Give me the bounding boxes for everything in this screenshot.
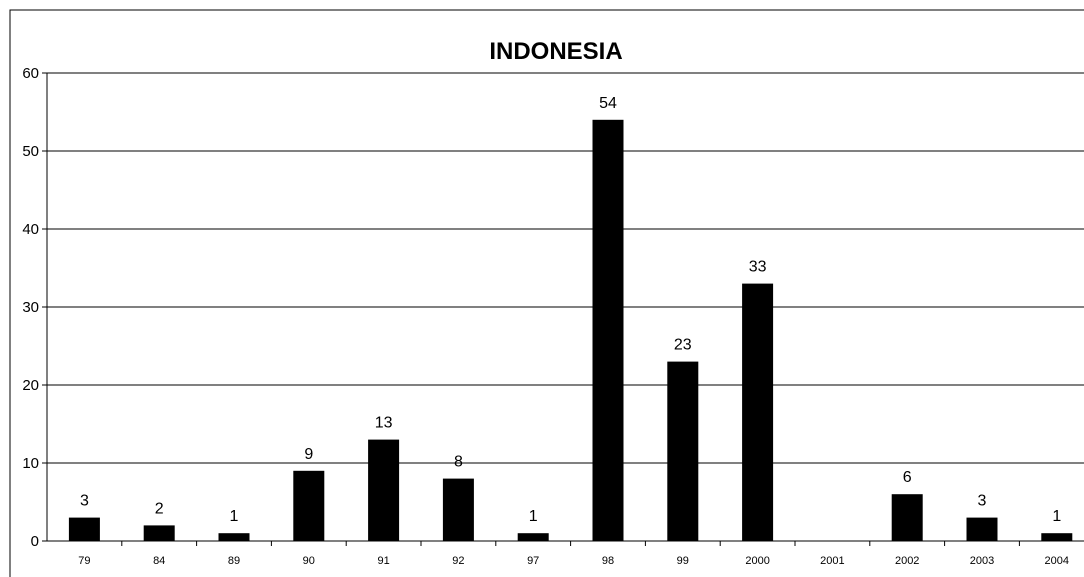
bars [68,119,1073,542]
data-label-90: 9 [304,446,313,463]
data-label-2004: 1 [1052,508,1061,525]
x-tick-label-99: 99 [677,555,689,567]
bar-99 [667,361,699,541]
x-tick-label-90: 90 [303,555,315,567]
y-tick-label: 20 [22,377,39,394]
bar-91 [368,439,400,541]
data-labels: 3 2 1 9 13 8 1 54 23 33 6 3 1 [80,95,1061,525]
bar-89 [218,533,250,541]
x-tick-label-2002: 2002 [895,555,919,567]
y-tick-label: 60 [22,65,39,82]
bar-97 [517,533,549,541]
x-tick-label-97: 97 [527,555,539,567]
x-tick-label-79: 79 [78,555,90,567]
x-tick-label-2004: 2004 [1045,555,1069,567]
x-tick-label-84: 84 [153,555,165,567]
x-tick-label-92: 92 [452,555,464,567]
data-label-92: 8 [454,454,463,471]
bar-90 [293,470,325,541]
bar-2000 [742,283,774,541]
bar-2004 [1041,533,1073,541]
y-tick-label: 40 [22,221,39,238]
data-label-2002: 6 [903,469,912,486]
bar-92 [442,478,474,541]
chart-title: INDONESIA [489,38,622,65]
gridlines [47,72,1084,464]
data-label-97: 1 [529,508,538,525]
x-tick-label-2003: 2003 [970,555,994,567]
bar-84 [143,525,175,541]
bar-79 [68,517,100,541]
data-label-84: 2 [155,500,164,517]
bar-98 [592,119,624,542]
data-label-99: 23 [674,337,692,354]
y-tick-label: 10 [22,455,39,472]
y-tick-label: 0 [31,533,39,550]
data-label-89: 1 [230,508,239,525]
x-tick-label-89: 89 [228,555,240,567]
bar-2003 [966,517,998,541]
x-tick-label-91: 91 [377,555,389,567]
bar-2002 [891,494,923,541]
data-label-79: 3 [80,493,89,510]
chart-border [9,9,1084,577]
data-label-2000: 33 [749,259,767,276]
data-label-2003: 3 [978,493,987,510]
x-tick-label-98: 98 [602,555,614,567]
x-tick-label-2001: 2001 [820,555,844,567]
y-tick-label: 50 [22,143,39,160]
data-label-98: 54 [599,95,617,112]
data-label-91: 13 [375,415,393,432]
x-tick-label-2000: 2000 [745,555,769,567]
y-tick-label: 30 [22,299,39,316]
